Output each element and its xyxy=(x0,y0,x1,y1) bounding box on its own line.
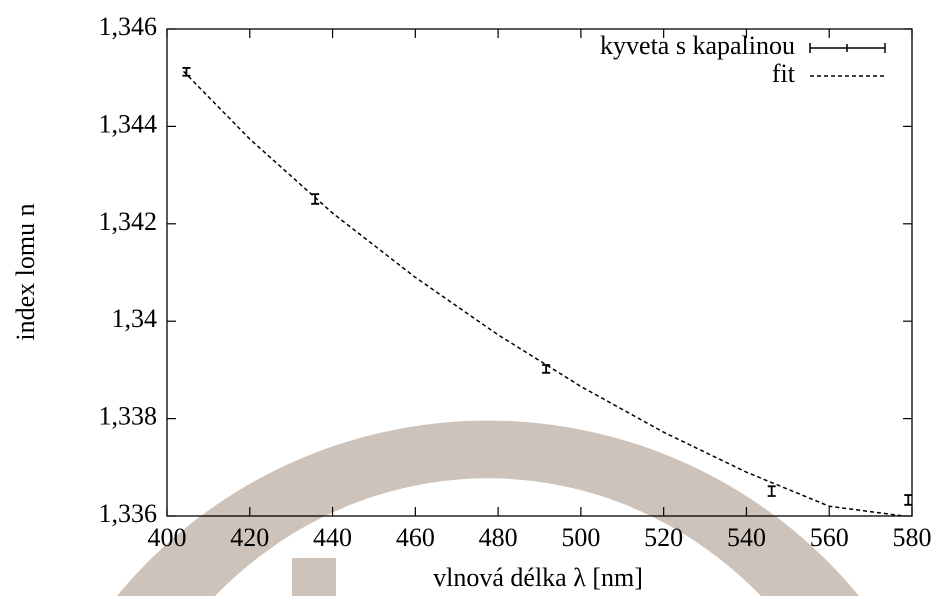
error-bar xyxy=(182,67,191,77)
fit-line xyxy=(183,70,904,517)
x-tick-label: 500 xyxy=(561,523,600,552)
legend-label: fit xyxy=(772,59,796,88)
y-tick-label: 1,336 xyxy=(99,499,158,528)
y-tick-label: 1,338 xyxy=(99,402,158,431)
plot-frame xyxy=(166,28,913,517)
error-bar xyxy=(542,364,551,374)
y-tick-label: 1,342 xyxy=(99,207,158,236)
legend-sample xyxy=(809,43,886,53)
x-tick-label: 540 xyxy=(727,523,766,552)
x-tick-label: 520 xyxy=(644,523,683,552)
x-tick-label: 440 xyxy=(313,523,352,552)
x-axis-label: vlnová délka λ [nm] xyxy=(433,563,643,592)
error-bar xyxy=(904,494,913,506)
y-tick-label: 1,34 xyxy=(112,304,158,333)
x-tick-label: 460 xyxy=(396,523,435,552)
y-axis-label: index lomu n xyxy=(11,203,40,340)
x-tick-label: 400 xyxy=(148,523,187,552)
x-tick-label: 560 xyxy=(810,523,849,552)
error-bar xyxy=(767,485,776,497)
error-bar xyxy=(311,193,320,205)
watermark-arc xyxy=(117,420,859,596)
x-tick-label: 420 xyxy=(230,523,269,552)
x-tick-label: 580 xyxy=(893,523,932,552)
y-tick-label: 1,346 xyxy=(99,12,158,41)
watermark-block xyxy=(292,558,336,596)
x-tick-label: 480 xyxy=(479,523,518,552)
legend-label: kyveta s kapalinou xyxy=(600,31,795,60)
y-tick-label: 1,344 xyxy=(99,109,158,138)
